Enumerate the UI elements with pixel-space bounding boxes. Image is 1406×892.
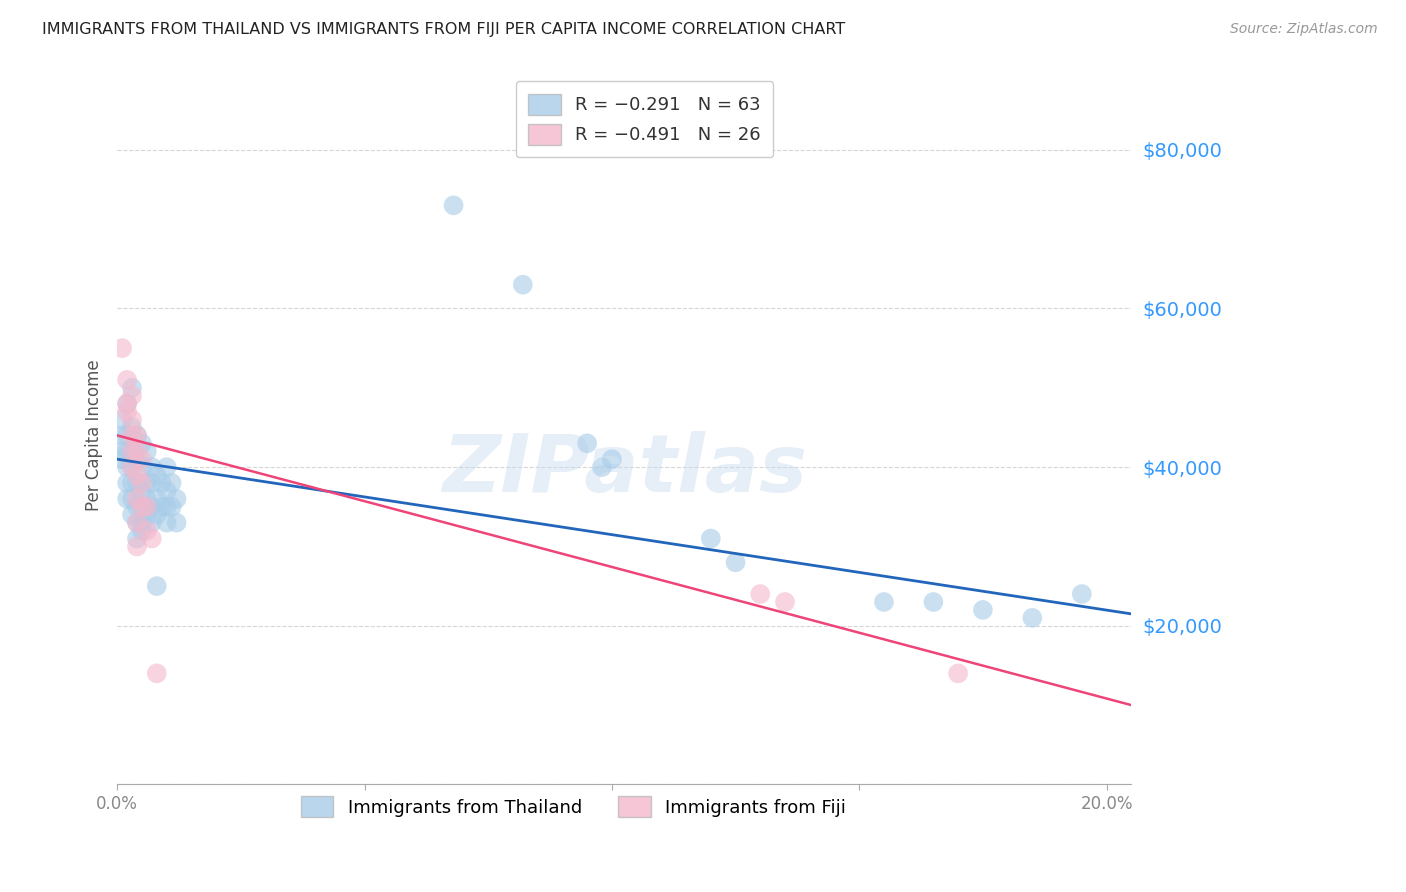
Point <box>121 389 143 403</box>
Point <box>121 460 143 475</box>
Point <box>121 381 143 395</box>
Point <box>135 444 157 458</box>
Point <box>121 444 143 458</box>
Text: ZIPatlas: ZIPatlas <box>441 432 807 509</box>
Text: Source: ZipAtlas.com: Source: ZipAtlas.com <box>1230 22 1378 37</box>
Point <box>111 444 134 458</box>
Point <box>145 508 167 522</box>
Point <box>922 595 945 609</box>
Point <box>125 491 148 506</box>
Point <box>724 555 747 569</box>
Point <box>150 500 173 514</box>
Point <box>600 452 623 467</box>
Point <box>125 475 148 490</box>
Point <box>1070 587 1092 601</box>
Point <box>135 475 157 490</box>
Point <box>121 412 143 426</box>
Point <box>125 428 148 442</box>
Point <box>125 444 148 458</box>
Point <box>131 516 153 530</box>
Point <box>131 460 153 475</box>
Point <box>115 428 138 442</box>
Point <box>972 603 994 617</box>
Point <box>125 500 148 514</box>
Point <box>125 468 148 483</box>
Point <box>156 516 179 530</box>
Point <box>115 397 138 411</box>
Point <box>125 452 148 467</box>
Point <box>115 460 138 475</box>
Point <box>156 483 179 498</box>
Point <box>121 444 143 458</box>
Point <box>166 491 188 506</box>
Point <box>512 277 534 292</box>
Point <box>115 475 138 490</box>
Point <box>576 436 599 450</box>
Point <box>111 412 134 426</box>
Point <box>773 595 796 609</box>
Point <box>156 500 179 514</box>
Point <box>443 198 465 212</box>
Point <box>131 452 153 467</box>
Point <box>145 491 167 506</box>
Point <box>145 666 167 681</box>
Point <box>125 516 148 530</box>
Point <box>115 397 138 411</box>
Point <box>111 428 134 442</box>
Point <box>141 475 163 490</box>
Point <box>141 460 163 475</box>
Point <box>141 516 163 530</box>
Point <box>166 516 188 530</box>
Point <box>135 508 157 522</box>
Point <box>1021 611 1043 625</box>
Point <box>121 491 143 506</box>
Point <box>131 500 153 514</box>
Point <box>591 460 613 475</box>
Point <box>121 508 143 522</box>
Point <box>125 428 148 442</box>
Point <box>121 428 143 442</box>
Legend: Immigrants from Thailand, Immigrants from Fiji: Immigrants from Thailand, Immigrants fro… <box>294 789 853 824</box>
Point <box>700 532 723 546</box>
Point <box>145 579 167 593</box>
Point <box>141 532 163 546</box>
Point <box>156 460 179 475</box>
Point <box>135 524 157 538</box>
Point <box>141 500 163 514</box>
Point <box>121 420 143 434</box>
Point <box>131 483 153 498</box>
Text: IMMIGRANTS FROM THAILAND VS IMMIGRANTS FROM FIJI PER CAPITA INCOME CORRELATION C: IMMIGRANTS FROM THAILAND VS IMMIGRANTS F… <box>42 22 845 37</box>
Point <box>125 540 148 554</box>
Point <box>115 444 138 458</box>
Point <box>121 475 143 490</box>
Point <box>121 460 143 475</box>
Point <box>111 341 134 355</box>
Point <box>115 373 138 387</box>
Point <box>125 532 148 546</box>
Y-axis label: Per Capita Income: Per Capita Income <box>86 359 103 511</box>
Point <box>145 468 167 483</box>
Point <box>131 475 153 490</box>
Point <box>115 404 138 418</box>
Point <box>115 491 138 506</box>
Point <box>160 475 183 490</box>
Point <box>873 595 896 609</box>
Point <box>111 452 134 467</box>
Point <box>135 500 157 514</box>
Point <box>135 491 157 506</box>
Point <box>150 475 173 490</box>
Point <box>131 436 153 450</box>
Point <box>125 516 148 530</box>
Point <box>131 500 153 514</box>
Point <box>160 500 183 514</box>
Point <box>946 666 969 681</box>
Point <box>131 524 153 538</box>
Point <box>749 587 772 601</box>
